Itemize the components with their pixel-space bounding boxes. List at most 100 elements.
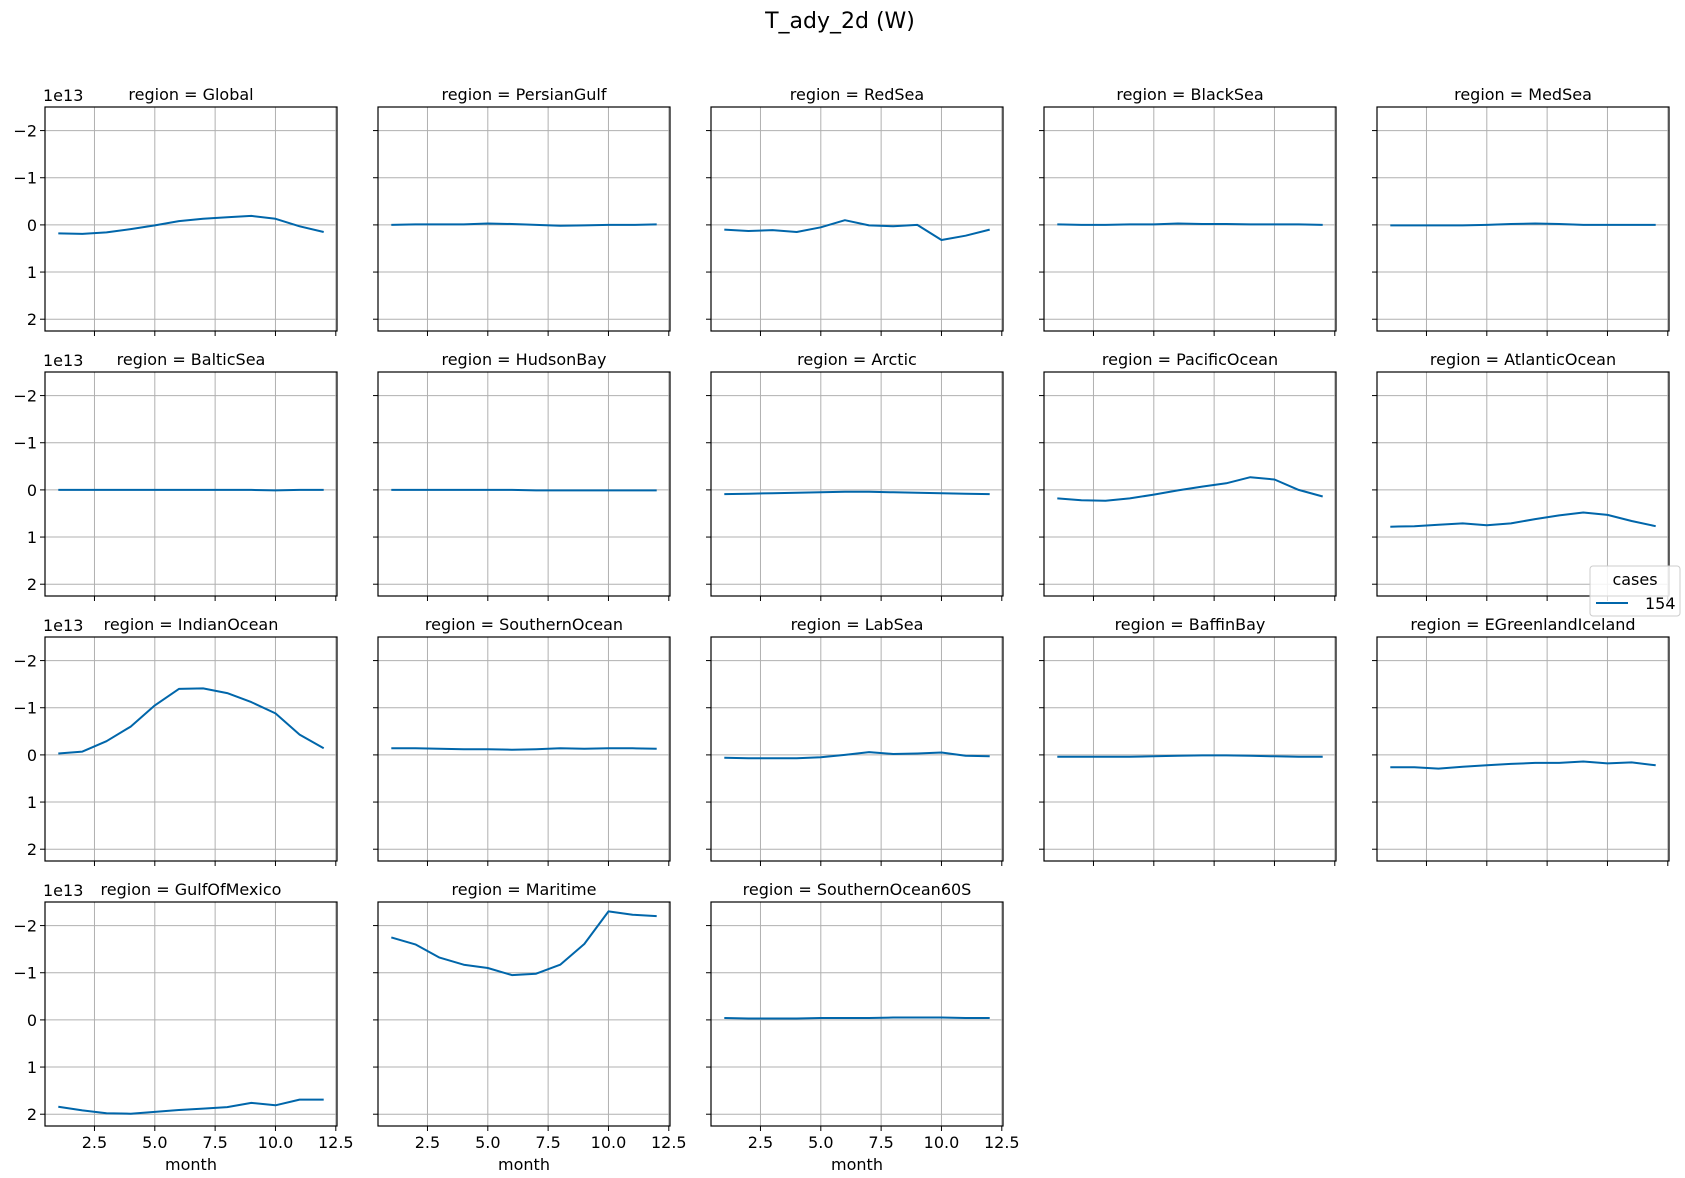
panel-title: region = MedSea xyxy=(1454,85,1592,104)
series-line-154 xyxy=(1057,476,1323,502)
panel: 2.5 5.0 7.5 10.0 12.5 month region = Maritime xyxy=(373,880,687,1174)
panel: region = HudsonBay xyxy=(373,350,671,601)
x-axis-label: month xyxy=(831,1155,883,1174)
series-line-154 xyxy=(724,1016,990,1020)
y-tick-label: −1 xyxy=(13,964,37,983)
panel: region = Arctic xyxy=(706,350,1004,601)
axes-frame xyxy=(1376,106,1670,332)
series-line-154 xyxy=(58,214,324,235)
x-tick-label: 10.0 xyxy=(258,1133,294,1152)
y-tick-label: 1 xyxy=(27,263,37,282)
x-axis-label: month xyxy=(165,1155,217,1174)
legend: cases 154 xyxy=(1589,565,1681,617)
figure-title: T_ady_2d (W) xyxy=(764,9,915,34)
y-tick-label: 0 xyxy=(27,216,37,235)
series-line-154 xyxy=(1390,760,1656,770)
x-tick-label: 12.5 xyxy=(984,1133,1020,1152)
panel: region = LabSea xyxy=(706,615,1004,866)
axes-frame xyxy=(710,901,1004,1127)
y-tick-label: 0 xyxy=(27,481,37,500)
panel-title: region = SouthernOcean60S xyxy=(743,880,972,899)
panel: region = AtlanticOcean xyxy=(1372,350,1670,601)
axes-frame xyxy=(377,636,671,862)
panel: region = BlackSea xyxy=(1039,85,1337,336)
panel: region = EGreenlandIceland xyxy=(1372,615,1670,866)
axes-frame xyxy=(44,901,338,1127)
panel: −2 −1 0 1 2 1e13 2.5 5.0 7.5 10.0 12.5 month region … xyxy=(13,880,353,1174)
series-line-154 xyxy=(724,751,990,760)
axes-frame xyxy=(710,371,1004,597)
y-offset-label: 1e13 xyxy=(43,881,83,900)
y-tick-label: −1 xyxy=(13,169,37,188)
panel-title: region = BlackSea xyxy=(1116,85,1263,104)
panel-title: region = GulfOfMexico xyxy=(101,880,282,899)
series-line-154 xyxy=(58,1098,324,1115)
series-line-154 xyxy=(1390,222,1656,227)
y-tick-label: −2 xyxy=(13,652,37,671)
axes-frame xyxy=(710,106,1004,332)
x-tick-label: 5.0 xyxy=(808,1133,833,1152)
panel: region = RedSea xyxy=(706,85,1004,336)
axes-frame xyxy=(44,106,338,332)
axes-frame xyxy=(710,636,1004,862)
x-tick-label: 7.5 xyxy=(202,1133,227,1152)
y-offset-label: 1e13 xyxy=(43,86,83,105)
panel: region = PersianGulf xyxy=(373,85,671,336)
panel-title: region = Arctic xyxy=(797,350,917,369)
series-line-154 xyxy=(391,222,657,227)
x-tick-label: 5.0 xyxy=(475,1133,500,1152)
axes-frame xyxy=(1043,106,1337,332)
x-tick-label: 2.5 xyxy=(415,1133,440,1152)
panel-grid: −2 −1 0 1 2 1e13 region = Global region = Persi… xyxy=(13,85,1670,1174)
panel: region = BaffinBay xyxy=(1039,615,1337,866)
y-tick-label: −1 xyxy=(13,699,37,718)
axes-frame xyxy=(1043,371,1337,597)
axes-frame xyxy=(44,636,338,862)
legend-entry: 154 xyxy=(1645,594,1676,613)
panel-title: region = SouthernOcean xyxy=(425,615,623,634)
y-offset-label: 1e13 xyxy=(43,351,83,370)
panel-title: region = PacificOcean xyxy=(1102,350,1278,369)
y-tick-label: 0 xyxy=(27,746,37,765)
series-line-154 xyxy=(391,747,657,751)
y-tick-label: 0 xyxy=(27,1011,37,1030)
x-tick-label: 7.5 xyxy=(535,1133,560,1152)
panel-title: region = Maritime xyxy=(452,880,597,899)
series-line-154 xyxy=(391,910,657,977)
axes-frame xyxy=(377,371,671,597)
x-tick-label: 2.5 xyxy=(82,1133,107,1152)
axes-frame xyxy=(1376,371,1670,597)
panel: region = MedSea xyxy=(1372,85,1670,336)
x-tick-label: 12.5 xyxy=(318,1133,354,1152)
y-tick-label: 1 xyxy=(27,528,37,547)
series-line-154 xyxy=(1057,222,1323,226)
x-tick-label: 10.0 xyxy=(924,1133,960,1152)
axes-frame xyxy=(1043,636,1337,862)
axes-frame xyxy=(377,106,671,332)
axes-frame xyxy=(1376,636,1670,862)
x-tick-label: 12.5 xyxy=(651,1133,687,1152)
series-line-154 xyxy=(391,488,657,492)
y-offset-label: 1e13 xyxy=(43,616,83,635)
x-axis-label: month xyxy=(498,1155,550,1174)
x-tick-label: 5.0 xyxy=(142,1133,167,1152)
panel-title: region = IndianOcean xyxy=(104,615,279,634)
panel: region = SouthernOcean xyxy=(373,615,671,866)
panel-title: region = EGreenlandIceland xyxy=(1410,615,1635,634)
y-tick-label: 1 xyxy=(27,793,37,812)
panel: region = PacificOcean xyxy=(1039,350,1337,601)
panel-title: region = HudsonBay xyxy=(441,350,606,369)
y-tick-label: 2 xyxy=(27,1105,37,1124)
series-line-154 xyxy=(724,490,990,496)
x-tick-label: 7.5 xyxy=(868,1133,893,1152)
panel-title: region = LabSea xyxy=(791,615,924,634)
axes-frame xyxy=(44,371,338,597)
series-line-154 xyxy=(58,488,324,492)
panel: −2 −1 0 1 2 1e13 region = BalticSea xyxy=(13,350,338,601)
axes-frame xyxy=(377,901,671,1127)
panel-title: region = Global xyxy=(128,85,253,104)
series-line-154 xyxy=(1057,754,1323,758)
panel: 2.5 5.0 7.5 10.0 12.5 month region = SouthernO… xyxy=(706,880,1020,1174)
y-tick-label: −2 xyxy=(13,917,37,936)
panel-title: region = BalticSea xyxy=(117,350,266,369)
